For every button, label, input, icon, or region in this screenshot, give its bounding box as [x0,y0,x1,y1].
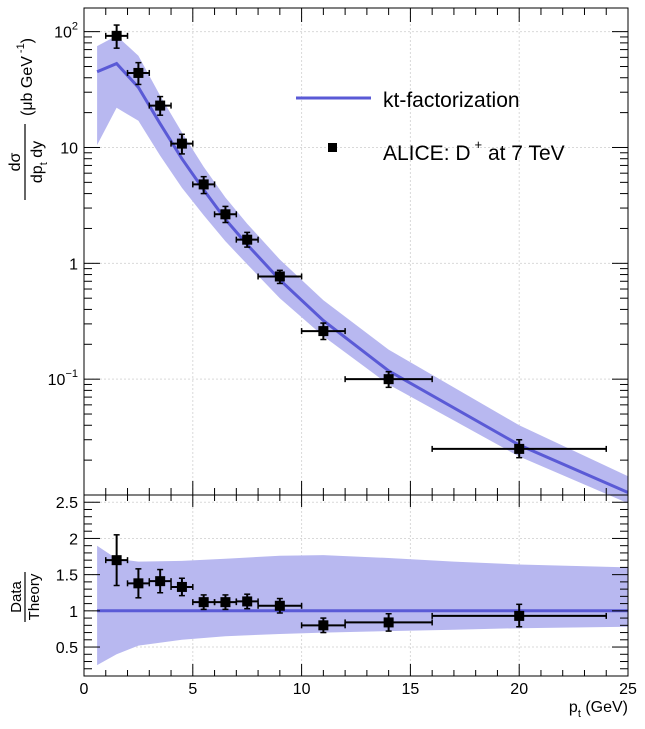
legend-label-data: ALICE: D + at 7 TeV [383,137,565,165]
ratio-marker-10 [514,610,525,621]
ratio-data-points [105,534,607,634]
ratio-y-tick-label-3: 2 [69,531,78,548]
ratio-point-0 [105,534,129,587]
data-marker-1 [133,67,144,78]
data-marker-3 [176,138,187,149]
data-marker-9 [383,374,394,385]
ratio-marker-6 [242,596,253,607]
legend: kt-factorization ALICE: D + at 7 TeV [296,89,565,165]
ratio-y-tick-label-2: 1.5 [56,568,78,585]
x-tick-label-3: 15 [402,681,420,698]
data-marker-7 [274,271,285,282]
data-point-6 [235,231,259,248]
data-point-8 [300,322,346,341]
data-point-1 [126,61,151,86]
data-marker-8 [318,326,329,337]
ratio-ylabel-denominator: Theory [26,573,43,620]
ratio-marker-2 [155,576,166,587]
ratio-point-6 [235,593,259,610]
x-tick-label-2: 10 [293,681,311,698]
ratio-point-2 [148,568,172,594]
ratio-ylabel-numerator: Data [8,581,25,613]
data-marker-5 [220,209,231,220]
ratio-marker-1 [133,578,144,589]
ratio-marker-4 [198,597,209,608]
theory-band-area [97,35,629,504]
ratio-point-7 [257,597,303,614]
ratio-marker-8 [318,620,329,631]
x-tick-label-4: 20 [510,681,528,698]
data-point-3 [170,133,194,155]
main-ticks [83,8,629,496]
ylabel-numerator: dσ [7,152,24,171]
x-tick-label-0: 0 [80,681,89,698]
ratio-theory-band [97,545,629,666]
data-marker-4 [198,179,209,190]
ratio-panel: 0.5 1 1.5 2 2.5 0 5 10 15 20 25 Data Theory pt (G… [8,494,637,720]
data-point-0 [105,24,129,49]
ratio-y-tick-label-0: 0.5 [56,640,78,657]
data-point-9 [344,370,433,389]
x-tick-label-5: 25 [619,681,637,698]
legend-label-theory: kt-factorization [383,89,520,112]
main-y-axis-label: dσ dpt dy (μb GeV-1) [7,38,50,200]
main-y-tick-label-0: 102 [54,21,78,42]
x-tick-label-1: 5 [188,681,197,698]
main-y-tick-label-1: 10 [60,140,78,157]
ylabel-units: (μb GeV-1) [15,38,36,116]
ratio-point-9 [344,612,433,632]
ratio-y-tick-label-1: 1 [69,604,78,621]
data-marker-2 [155,100,166,111]
data-points [105,24,607,459]
ratio-y-tick-labels: 0.5 1 1.5 2 2.5 [56,495,78,657]
ratio-marker-3 [176,581,187,592]
data-point-10 [431,438,607,459]
theory-band [97,35,629,504]
ratio-point-3 [170,577,194,597]
main-panel: 102 10 1 10−1 kt-factorization ALICE: D + at… [7,7,629,504]
ratio-marker-9 [383,617,394,628]
data-point-5 [213,205,238,224]
ratio-theory-band-area [97,545,629,666]
x-tick-labels: 0 5 10 15 20 25 [80,681,637,698]
ratio-marker-7 [274,600,285,611]
legend-marker-swatch [328,143,337,152]
data-point-4 [192,175,216,195]
ratio-point-1 [126,568,151,599]
main-y-tick-labels: 102 10 1 10−1 [48,21,78,390]
ratio-point-10 [431,603,607,628]
data-point-7 [257,269,303,285]
data-point-2 [148,95,172,116]
main-y-tick-label-3: 10−1 [48,368,78,389]
ratio-ticks [83,494,629,677]
data-marker-0 [111,30,122,41]
ratio-point-8 [300,617,346,634]
ratio-marker-0 [111,555,122,566]
ratio-marker-5 [220,597,231,608]
ratio-y-axis-label: Data Theory [8,572,43,622]
x-axis-label: pt (GeV) [569,699,628,720]
ratio-frame [83,494,629,677]
data-marker-10 [514,443,525,454]
ylabel-denominator: dpt dy [29,141,50,183]
main-y-tick-label-2: 1 [69,256,78,273]
data-marker-6 [242,234,253,245]
ratio-y-tick-label-4: 2.5 [56,495,78,512]
